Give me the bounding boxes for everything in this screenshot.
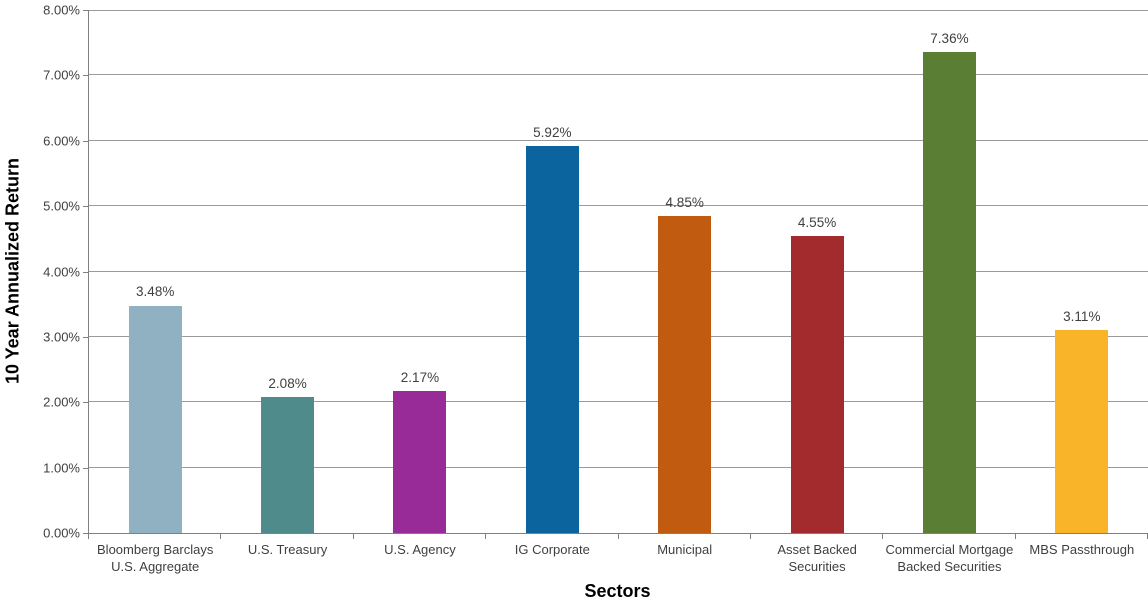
y-tick-label: 4.00% (43, 264, 80, 279)
bar-value-label: 5.92% (533, 124, 572, 140)
x-axis-tick (882, 534, 884, 539)
y-tick-label: 8.00% (43, 2, 80, 18)
x-tick-label: Asset Backed Securities (777, 542, 857, 574)
gridline (89, 74, 1148, 76)
bar-value-label: 4.85% (665, 194, 704, 210)
gridline (89, 335, 1148, 337)
gridline (89, 205, 1148, 207)
y-axis-tick (83, 467, 89, 469)
bar-value-label: 4.55% (797, 214, 837, 230)
bar (525, 145, 579, 533)
gridline (89, 401, 1148, 403)
x-axis-title: Sectors (584, 581, 651, 601)
x-tick-label: Bloomberg Barclays U.S. Aggregate (97, 542, 214, 574)
bar (790, 235, 844, 533)
y-tick-label: 7.00% (43, 67, 80, 83)
bar-value-label: 7.36% (930, 30, 969, 46)
bar-value-label: 3.48% (136, 284, 175, 300)
bar (922, 51, 976, 533)
plot-area: 3.48% Bloomberg Barclays U.S. Aggregate 2.… (88, 10, 1148, 574)
y-tick-label: 3.00% (43, 329, 80, 345)
bar-value-label: 2.08% (268, 376, 307, 392)
y-axis-tick (83, 10, 89, 11)
gridline (89, 139, 1148, 141)
y-axis-tick (83, 140, 89, 142)
x-axis-tick (88, 534, 89, 539)
x-tick-label: IG Corporate (514, 542, 590, 557)
x-axis-tick (485, 534, 487, 539)
y-axis-tick (83, 206, 89, 208)
x-tick-label: U.S. Agency (384, 542, 456, 557)
y-tick-label: 6.00% (43, 133, 80, 149)
y-tick-label: 2.00% (43, 394, 80, 410)
bar (658, 215, 712, 533)
x-tick-label: Commercial Mortgage Backed Securities (885, 542, 1014, 574)
bar-value-label: 3.11% (1063, 308, 1101, 324)
x-axis-tick (1014, 534, 1016, 539)
bar-value-label: 2.17% (400, 370, 440, 386)
x-tick-label: Municipal (657, 542, 713, 557)
gridline (89, 270, 1148, 272)
y-tick-label: 1.00% (43, 460, 80, 476)
gridline (89, 10, 1148, 11)
bar (393, 391, 447, 533)
x-axis-tick (352, 534, 354, 539)
y-tick-label: 5.00% (43, 198, 80, 214)
bar (128, 305, 182, 533)
x-tick-label: MBS Passthrough (1029, 542, 1135, 557)
bar (261, 397, 315, 533)
y-tick-label: 0.00% (43, 525, 80, 541)
y-axis-tick (83, 402, 89, 404)
x-axis-tick (617, 534, 619, 539)
x-axis-tick (220, 534, 222, 539)
x-axis-tick (749, 534, 751, 539)
y-axis-tick (83, 533, 89, 534)
y-axis-tick (83, 336, 89, 338)
gridline (89, 466, 1148, 468)
x-tick-label: U.S. Treasury (247, 542, 328, 557)
bar (1055, 329, 1109, 533)
y-axis-tick (83, 271, 89, 273)
y-axis-tick (83, 75, 89, 77)
